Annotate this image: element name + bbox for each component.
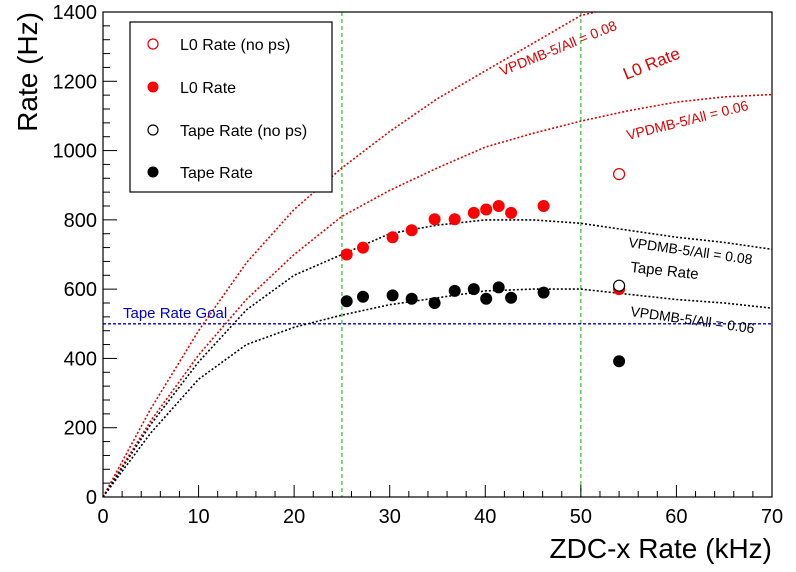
annotation-tape-rate-goal: Tape Rate Goal bbox=[123, 305, 227, 322]
legend-label-l0-rate-no-ps: L0 Rate (no ps) bbox=[180, 37, 290, 54]
data-point-filled-series-3 bbox=[428, 297, 441, 309]
data-point-filled-series-3 bbox=[386, 289, 399, 302]
data-point-open-series-2 bbox=[612, 279, 626, 292]
data-point-filled-series-1 bbox=[537, 200, 550, 212]
legend-label-tape-rate: Tape Rate bbox=[180, 165, 253, 182]
fit-curve-2 bbox=[102, 219, 773, 498]
legend-marker-tape-rate-no-ps bbox=[147, 124, 159, 136]
legend-marker-l0-rate bbox=[147, 81, 159, 93]
data-point-filled-series-3 bbox=[448, 284, 461, 297]
y-tick-label: 0 bbox=[86, 487, 97, 509]
data-point-filled-series-1 bbox=[505, 206, 518, 219]
data-point-filled-series-1 bbox=[357, 241, 369, 254]
data-point-filled-series-1 bbox=[405, 224, 418, 237]
legend-box bbox=[129, 21, 333, 193]
y-tick-label: 400 bbox=[64, 348, 97, 370]
data-point-open-series-0 bbox=[612, 168, 626, 181]
y-tick-label: 200 bbox=[64, 418, 97, 440]
legend-label-tape-rate-no-ps: Tape Rate (no ps) bbox=[180, 123, 307, 140]
guide-lines bbox=[103, 12, 772, 497]
data-point-filled-series-3 bbox=[505, 291, 518, 304]
legend: L0 Rate (no ps) L0 Rate Tape Rate (no ps… bbox=[129, 21, 333, 193]
data-point-filled-series-3 bbox=[405, 292, 418, 305]
y-tick-label: 600 bbox=[64, 279, 97, 301]
data-point-filled-series-1 bbox=[428, 213, 441, 226]
fit-curve-0 bbox=[102, 11, 596, 498]
x-tick-label: 10 bbox=[187, 506, 209, 528]
data-point-filled-series-3 bbox=[467, 283, 480, 296]
legend-marker-tape-rate bbox=[147, 166, 159, 178]
plot-frame bbox=[102, 11, 773, 498]
x-tick-label: 60 bbox=[665, 506, 687, 528]
axes: 0 10 20 30 40 50 60 70 0 200 400 600 800 1000 1200 1400 bbox=[53, 2, 784, 528]
data-point-filled-series-1 bbox=[480, 203, 493, 216]
x-tick-label: 20 bbox=[283, 506, 305, 528]
data-point-filled-series-3 bbox=[537, 286, 550, 299]
y-tick-label: 1200 bbox=[53, 71, 98, 93]
data-point-filled-series-1 bbox=[340, 248, 353, 261]
data-points bbox=[340, 168, 626, 368]
x-tick-label: 30 bbox=[379, 506, 401, 528]
y-tick-label: 1000 bbox=[53, 141, 98, 163]
legend-label-l0-rate: L0 Rate bbox=[180, 80, 236, 97]
data-point-filled-series-1 bbox=[386, 231, 399, 244]
y-tick-label: 1400 bbox=[53, 2, 98, 24]
data-point-filled-series-3 bbox=[357, 290, 369, 303]
x-tick-label: 0 bbox=[97, 506, 108, 528]
x-tick-label: 70 bbox=[761, 506, 783, 528]
y-tick-label: 800 bbox=[64, 210, 97, 232]
y-axis-title: Rate (Hz) bbox=[12, 12, 43, 132]
data-point-filled-series-3 bbox=[340, 295, 353, 308]
data-point-filled-series-1 bbox=[492, 200, 505, 212]
legend-marker-l0-rate-no-ps bbox=[147, 38, 159, 50]
data-point-filled-series-1 bbox=[467, 206, 480, 219]
x-tick-label: 50 bbox=[570, 506, 592, 528]
data-point-filled-series-3 bbox=[492, 281, 505, 294]
x-axis-title: ZDC-x Rate (kHz) bbox=[550, 533, 772, 564]
data-point-filled-series-1 bbox=[448, 213, 461, 226]
data-point-filled-series-3 bbox=[613, 355, 626, 368]
x-tick-label: 40 bbox=[474, 506, 496, 528]
data-point-filled-series-3 bbox=[480, 292, 493, 305]
